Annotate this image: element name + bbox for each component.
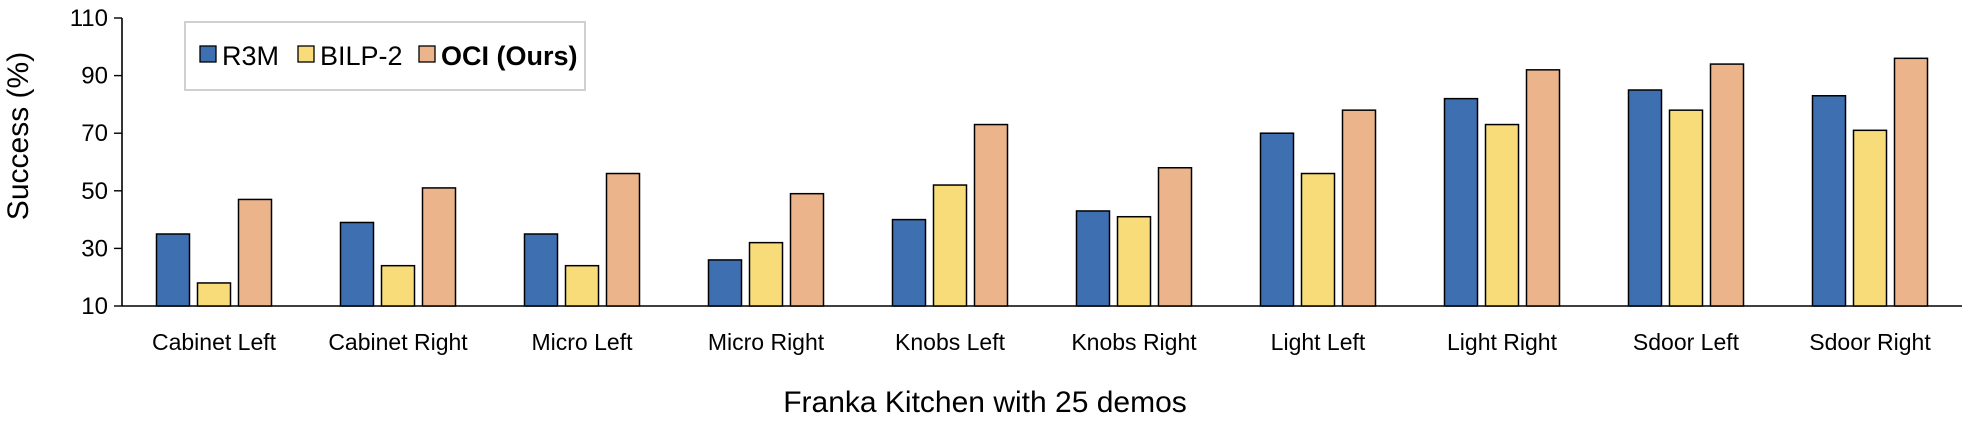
- bar-bilp-2-cabinet-right: [380, 264, 416, 307]
- bars: [155, 57, 1929, 307]
- legend-box: [184, 21, 586, 91]
- legend-swatch: [297, 45, 315, 63]
- bar-oci-ours-sdoor-right: [1893, 57, 1929, 307]
- legend-swatch: [418, 45, 436, 63]
- bar-r3m-cabinet-right: [339, 221, 375, 307]
- y-tick-label: 30: [81, 235, 108, 262]
- x-category-label: Sdoor Right: [1809, 329, 1931, 355]
- bar-r3m-cabinet-left: [155, 233, 191, 307]
- x-axis-title: Franka Kitchen with 25 demos: [783, 386, 1187, 419]
- x-category-label: Cabinet Left: [152, 329, 277, 355]
- bar-r3m-sdoor-right: [1811, 95, 1847, 307]
- x-category-label: Knobs Left: [895, 329, 1006, 355]
- y-tick-label: 10: [81, 293, 108, 320]
- y-axis-title: Success (%): [2, 52, 35, 220]
- legend-label: OCI (Ours): [441, 41, 578, 71]
- x-category-label: Micro Left: [532, 329, 634, 355]
- bar-oci-ours-micro-left: [605, 172, 641, 307]
- y-tick-label: 90: [81, 63, 108, 90]
- bar-r3m-light-right: [1443, 97, 1479, 307]
- x-category-label: Sdoor Left: [1633, 329, 1740, 355]
- bar-bilp-2-light-right: [1484, 123, 1520, 307]
- bar-oci-ours-knobs-left: [973, 123, 1009, 307]
- y-tick-label: 110: [70, 5, 108, 32]
- bar-oci-ours-cabinet-right: [421, 187, 457, 307]
- legend: R3M BILP-2 OCI (Ours): [184, 21, 586, 91]
- bar-oci-ours-knobs-right: [1157, 167, 1193, 307]
- bar-bilp-2-sdoor-right: [1852, 129, 1888, 307]
- x-category-label: Cabinet Right: [328, 329, 468, 355]
- bar-oci-ours-sdoor-left: [1709, 63, 1745, 307]
- y-tick-label: 70: [81, 120, 108, 147]
- bar-r3m-micro-right: [707, 259, 743, 307]
- bar-bilp-2-micro-right: [748, 241, 784, 307]
- bar-bilp-2-micro-left: [564, 264, 600, 307]
- bar-r3m-micro-left: [523, 233, 559, 307]
- x-category-label: Knobs Right: [1071, 329, 1197, 355]
- x-category-label: Light Left: [1271, 329, 1366, 355]
- bar-oci-ours-light-right: [1525, 69, 1561, 307]
- labels: 10 30 50 70 90 110 Cabinet Left Cabinet Right Mi…: [70, 5, 1932, 355]
- bar-bilp-2-knobs-left: [932, 184, 968, 307]
- bar-bilp-2-knobs-right: [1116, 215, 1152, 307]
- x-category-label: Light Right: [1447, 329, 1558, 355]
- bar-r3m-light-left: [1259, 132, 1295, 307]
- legend-label: R3M: [222, 41, 279, 71]
- x-category-label: Micro Right: [708, 329, 825, 355]
- y-tick-label: 50: [81, 178, 108, 205]
- bar-r3m-knobs-left: [891, 218, 927, 307]
- bar-r3m-knobs-right: [1075, 210, 1111, 307]
- bar-oci-ours-cabinet-left: [237, 198, 273, 307]
- bar-bilp-2-sdoor-left: [1668, 109, 1704, 307]
- bar-oci-ours-light-left: [1341, 109, 1377, 307]
- bar-bilp-2-light-left: [1300, 172, 1336, 307]
- legend-label: BILP-2: [320, 41, 403, 71]
- bar-bilp-2-cabinet-left: [196, 282, 232, 307]
- bar-oci-ours-micro-right: [789, 192, 825, 307]
- legend-swatch: [199, 45, 217, 63]
- bar-r3m-sdoor-left: [1627, 89, 1663, 307]
